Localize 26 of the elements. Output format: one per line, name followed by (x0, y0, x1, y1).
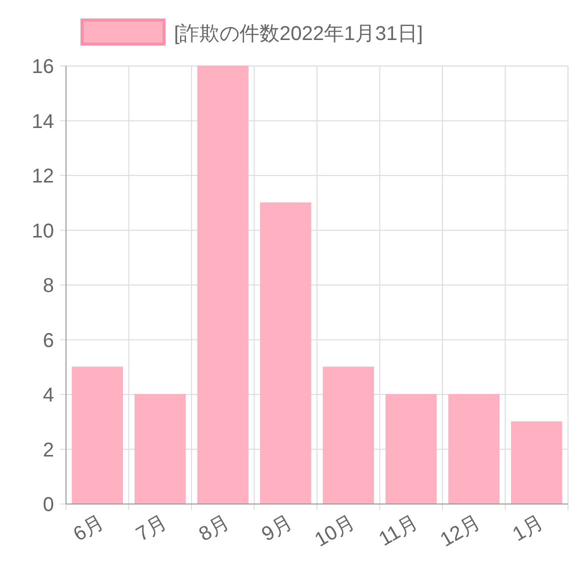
x-tick-label: 6月 (70, 511, 108, 546)
bar (511, 421, 562, 504)
y-tick-label: 12 (32, 166, 54, 188)
y-tick-label: 8 (42, 275, 54, 297)
y-tick-label: 6 (42, 330, 54, 352)
bar (448, 394, 500, 504)
x-tick-label: 7月 (132, 511, 171, 546)
x-tick-label: 10月 (311, 511, 359, 552)
y-tick-label: 10 (32, 220, 54, 242)
x-tick-label: 12月 (436, 511, 484, 552)
legend-label: [詐欺の件数2022年1月31日] (174, 23, 423, 45)
y-tick-label: 16 (32, 56, 54, 78)
y-tick-label: 0 (42, 494, 54, 516)
bar (134, 394, 186, 504)
x-tick-label: 9月 (258, 511, 296, 546)
x-tick-label: 8月 (195, 511, 234, 546)
y-tick-label: 14 (32, 110, 54, 133)
y-tick-label: 4 (42, 384, 54, 406)
bar (322, 366, 374, 504)
bar (260, 202, 312, 504)
y-tick-label: 2 (42, 439, 54, 462)
x-tick-label: 1月 (509, 511, 548, 546)
x-tick-label: 11月 (375, 511, 422, 551)
bar (72, 366, 123, 504)
bar (197, 66, 248, 504)
bar (386, 394, 437, 504)
